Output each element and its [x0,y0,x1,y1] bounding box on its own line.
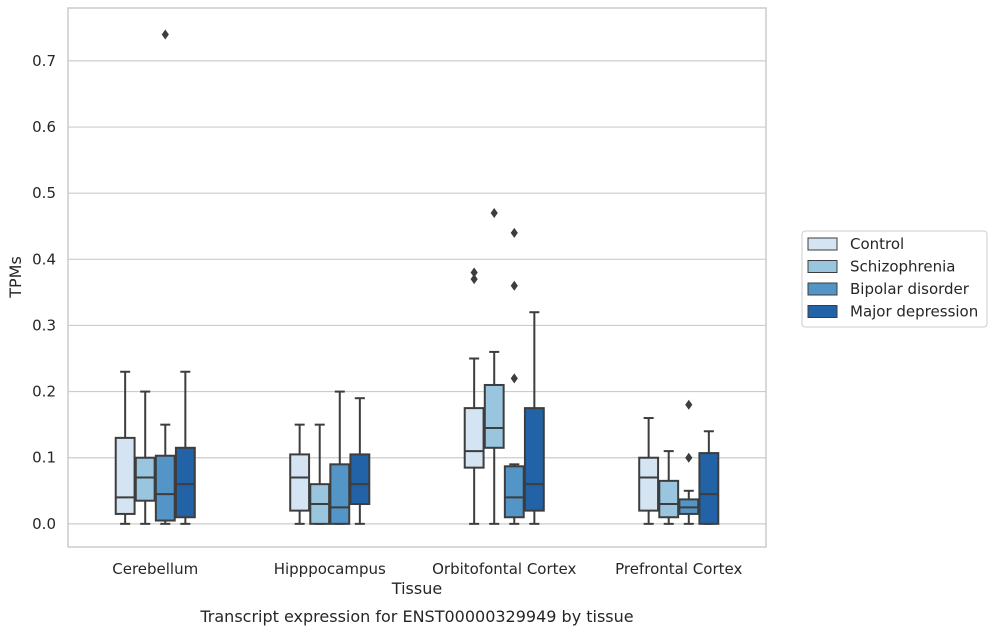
legend-swatch [807,305,838,318]
box-1-1 [309,423,331,525]
box-3-3 [698,430,720,525]
box-iqr [174,446,196,519]
y-axis-title: TPMs [6,256,25,299]
box-iqr [503,465,525,519]
legend-swatch [807,237,838,251]
legend-frame [801,230,988,328]
box-iqr [114,436,136,515]
box-1-0 [289,423,311,525]
box-3-1 [658,450,680,525]
legend: Control Schizophrenia Bipolar disorder Majo… [801,230,988,328]
box-2-2 [503,227,525,525]
box-groups [114,29,720,525]
outlier-point [490,208,498,219]
legend-label: Major depression [850,303,978,321]
x-axis-title: Tissue [391,579,442,598]
box-iqr [289,453,311,512]
outlier-point [510,373,518,384]
x-tick-label: Prefrontal Cortex [615,560,742,578]
outlier-point [470,267,478,278]
y-tick-label: 0.0 [32,515,56,533]
outlier-point [685,452,693,463]
legend-swatch [807,260,838,273]
gridlines [68,60,766,525]
box-iqr [329,463,351,525]
box-2-1 [483,208,505,525]
box-iqr [134,456,156,502]
box-iqr [523,407,545,512]
x-tick-label: Orbitofontal Cortex [432,560,576,578]
box-3-2 [678,399,700,525]
y-tick-label: 0.4 [32,250,56,268]
box-0-1 [134,390,156,525]
box-iqr [698,452,720,525]
x-tick-label: Hipppocampus [274,560,386,578]
box-iqr [483,383,505,449]
chart-caption: Transcript expression for ENST0000032994… [199,607,633,626]
y-tick-label: 0.6 [32,118,56,136]
outlier-point [510,227,518,238]
outlier-point [685,399,693,410]
box-iqr [154,454,176,522]
legend-label: Control [850,235,904,253]
box-0-2 [154,29,176,525]
box-0-0 [114,370,136,525]
outlier-point [470,274,478,285]
box-1-3 [349,397,371,525]
plot-frame [67,7,767,548]
box-1-2 [329,390,351,525]
box-3-0 [638,417,660,525]
box-iqr [349,453,371,506]
y-tick-label: 0.1 [32,449,56,467]
y-tick-label: 0.5 [32,184,56,202]
x-tick-labels: Cerebellum Hipppocampus Orbitofontal Corte… [112,560,742,578]
y-tick-label: 0.3 [32,316,56,334]
outlier-point [510,280,518,291]
box-iqr [638,456,660,512]
legend-swatch [807,282,838,296]
legend-label: Bipolar disorder [850,280,970,298]
outlier-point [161,29,169,40]
legend-label: Schizophrenia [850,258,955,276]
y-tick-label: 0.2 [32,383,56,401]
box-2-0 [463,267,485,525]
box-0-3 [174,370,196,525]
box-2-3 [523,311,545,525]
x-tick-label: Cerebellum [112,560,198,578]
y-tick-labels: 0.0 0.1 0.2 0.3 0.4 0.5 0.6 0.7 [32,52,56,533]
box-iqr [658,479,680,519]
box-iqr [463,407,485,469]
y-tick-label: 0.7 [32,52,56,70]
